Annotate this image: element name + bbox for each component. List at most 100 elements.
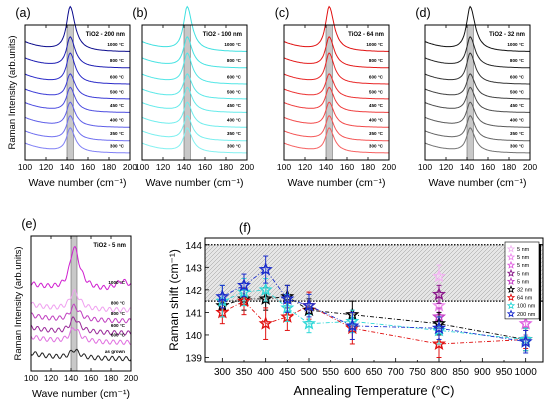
legend-label: 32 nm [517, 288, 533, 294]
x-tick-label: 750 [409, 367, 426, 378]
series-label: 600 °C [227, 74, 242, 79]
series-label: 1000 °C [507, 42, 524, 47]
x-tick-label: 140 [60, 162, 74, 172]
legend-label: 100 nm [517, 304, 536, 310]
spectrum-line [24, 5, 131, 52]
x-tick-label: 120 [44, 373, 58, 383]
x-tick-label: 200 [382, 162, 396, 172]
x-tick-label: 1000 [515, 367, 538, 378]
y-axis-label: Raman Intensity (arb.units) [7, 35, 18, 149]
y-axis-label: Raman Intensity (arb.units) [13, 246, 24, 360]
panel-f: 300 350 400 450 500 550 600 650 700 750 800 850 900 9… [167, 220, 544, 398]
panel-letter: (f) [239, 220, 251, 235]
legend-marker [506, 276, 516, 285]
x-tick-label: 800 [431, 367, 448, 378]
series-label: 450 °C [369, 103, 384, 108]
x-tick-label: 950 [496, 367, 513, 378]
series-label: 600 °C [510, 74, 525, 79]
x-tick-label: 140 [177, 162, 191, 172]
spectrum-line [30, 289, 132, 313]
series-label: 500 °C [369, 89, 384, 94]
x-tick-label: 180 [102, 162, 116, 172]
legend-marker [506, 252, 516, 261]
spectrum-line [283, 127, 389, 154]
series-label: 800 °C [111, 300, 126, 305]
x-axis-label: Wave number (cm⁻¹) [29, 177, 127, 189]
x-tick-label: 160 [340, 162, 354, 172]
series-label: 600 °C [110, 74, 125, 79]
y-tick-label: 144 [185, 241, 202, 252]
data-point [518, 334, 533, 348]
plot-frame [424, 24, 531, 161]
plot-area [25, 25, 130, 160]
x-tick-label: 140 [460, 162, 474, 172]
series-label: 350 °C [227, 131, 242, 136]
legend-shadow [539, 244, 541, 321]
spectrum-line [424, 52, 530, 85]
data-point [518, 316, 533, 330]
legend-label: 64 nm [517, 296, 533, 302]
series-label: 800 °C [369, 58, 384, 63]
series-label: 500 °C [510, 89, 525, 94]
spectrum-line [24, 127, 130, 154]
panel-a: 1000 °C 800 °C 600 °C 500 °C 450 °C 400 °C 350… [7, 5, 137, 189]
x-tick-label: 700 [387, 367, 404, 378]
series-label: 400 °C [110, 118, 125, 123]
legend-marker [506, 293, 516, 302]
spectrum-line [283, 5, 390, 52]
plot-area [142, 25, 247, 160]
plot-area [425, 25, 530, 160]
panel-c: 1000 °C 800 °C 600 °C 500 °C 450 °C 400 °C 350… [275, 5, 396, 189]
series-label: 600 °C [111, 323, 126, 328]
legend-marker [506, 260, 516, 269]
spectrum-line [283, 52, 389, 85]
x-axis-label: Wave number (cm⁻¹) [32, 388, 130, 400]
data-point [258, 282, 273, 296]
legend-label: 5 nm [517, 247, 530, 253]
x-tick-label: 100 [418, 162, 432, 172]
spectrum-line [141, 52, 247, 85]
series-label: 800 °C [110, 58, 125, 63]
x-tick-label: 140 [319, 162, 333, 172]
series-label: 1000 °C [107, 42, 124, 47]
plot-frame [283, 24, 390, 161]
legend-label: 5 nm [517, 279, 530, 285]
spectrum-line [283, 86, 389, 113]
series-label: 500 °C [110, 89, 125, 94]
x-tick-label: 100 [18, 162, 32, 172]
spectrum-line [141, 86, 247, 113]
legend-marker [506, 285, 516, 294]
panel-d: 1000 °C 800 °C 600 °C 500 °C 450 °C 400 °C 350… [415, 5, 537, 189]
panel-title: TiO2 - 64 nm [348, 32, 384, 38]
series-label: 500 °C [227, 89, 242, 94]
spectrum-line [141, 101, 248, 128]
series-label: 350 °C [369, 131, 384, 136]
x-axis-label: Wave number (cm⁻¹) [288, 177, 386, 189]
x-tick-label: 120 [39, 162, 53, 172]
x-tick-label: 550 [322, 367, 339, 378]
spectrum-line [30, 245, 132, 291]
spectrum-line [24, 36, 130, 69]
panel-title: TiO2 - 5 nm [93, 243, 126, 249]
series-label: 600 °C [369, 74, 384, 79]
data-point [431, 320, 447, 335]
x-tick-label: 200 [240, 162, 254, 172]
legend-label: 5 nm [517, 263, 530, 269]
x-tick-label: 200 [124, 373, 138, 383]
panel-letter: (d) [415, 6, 430, 20]
legend-label: 5 nm [517, 255, 530, 261]
legend-label: 200 nm [517, 312, 536, 318]
series-label: 300 °C [510, 143, 525, 148]
legend: 5 nm 5 nm 5 nm 5 nm 5 nm 32 nm 64 nm 100 nm 200 … [504, 241, 541, 321]
series-label: 350 °C [510, 131, 525, 136]
spectrum-line [24, 86, 130, 113]
series-label: 1000 °C [224, 42, 241, 47]
x-tick-label: 180 [219, 162, 233, 172]
x-tick-label: 450 [279, 367, 296, 378]
x-tick-label: 160 [84, 373, 98, 383]
x-tick-label: 120 [156, 162, 170, 172]
x-tick-label: 600 [344, 367, 361, 378]
spectrum-line [30, 327, 132, 346]
panel-title: TiO2 - 32 nm [489, 32, 525, 38]
panel-letter: (e) [21, 217, 36, 231]
